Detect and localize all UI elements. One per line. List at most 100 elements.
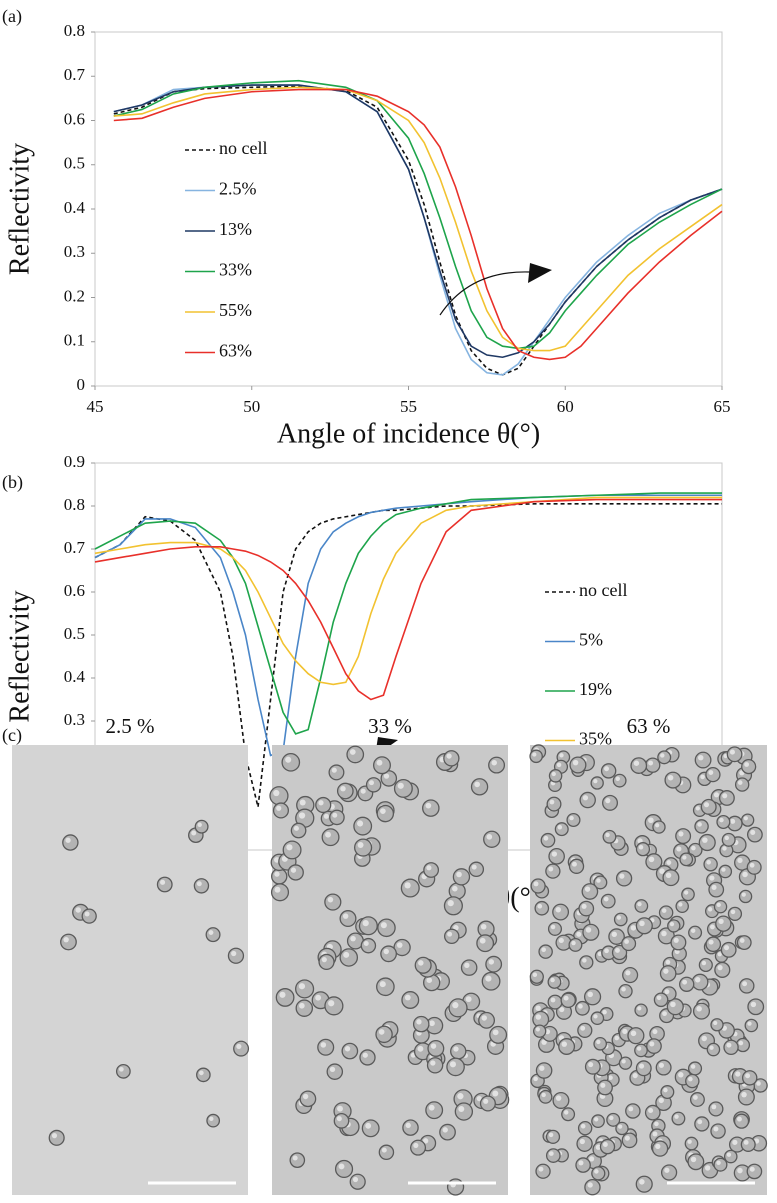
cell [375,1025,393,1044]
cell-highlight [555,906,561,913]
cell-highlight [426,977,433,984]
cell-highlight [706,859,711,865]
cell [460,959,478,976]
cell-highlight [602,1142,608,1147]
cell-highlight [488,959,495,965]
cell [737,1088,755,1106]
cell-highlight [428,1104,435,1111]
cell-highlight [690,1156,697,1163]
cell-highlight [673,937,679,943]
cell [555,934,572,951]
cell [426,1057,444,1074]
cell [558,1038,576,1055]
cell-highlight [655,1143,661,1149]
cell-highlight [452,885,458,892]
cell-highlight [667,774,674,781]
cell [545,863,561,879]
cell [612,773,627,788]
cell-highlight [616,915,622,920]
cell [378,1144,395,1161]
cell-highlight [352,1176,359,1183]
cell-highlight [197,822,202,827]
cell [734,777,750,792]
cell [412,1015,430,1033]
cell-highlight [602,1009,607,1015]
cell [738,889,753,904]
cell-highlight [749,862,755,868]
cell [741,758,757,775]
cell [275,988,295,1007]
cell [290,822,307,839]
cell-highlight [661,930,667,937]
cell-highlight [533,1076,538,1082]
panel-label: (c) [2,725,22,746]
cell-highlight [569,815,574,821]
cell-highlight [160,879,166,885]
cell-highlight [325,831,331,838]
cell [545,1129,561,1144]
cell-highlight [480,923,487,930]
cell-highlight [273,789,280,797]
cell [575,1000,590,1016]
cell-highlight [342,913,349,919]
cell-highlight [321,957,327,963]
cell-highlight [722,793,728,799]
cell-highlight [318,800,324,806]
cell-highlight [664,1167,670,1173]
cell-highlight [713,1126,719,1132]
cell-highlight [703,802,710,808]
cell [548,769,563,783]
cell [741,1070,758,1086]
cell [529,749,543,764]
cell-highlight [549,799,555,805]
cell [233,1040,250,1057]
cell [324,996,344,1016]
cell-highlight [593,779,598,784]
cell [410,1139,427,1156]
cell [380,945,397,963]
cell [635,1175,653,1193]
cell-highlight [709,1045,714,1050]
cell-highlight [563,1110,569,1115]
cell-highlight [747,1021,752,1026]
cell [746,826,763,843]
cell-highlight [723,945,730,951]
cell [479,1095,496,1112]
cell [600,893,616,909]
cell [400,878,420,898]
cell-highlight [614,1035,620,1041]
cell [746,1163,763,1180]
cell [547,994,563,1010]
cell [710,1123,726,1139]
cell [333,1113,350,1129]
cell-highlight [630,925,637,931]
cell [675,899,689,914]
cell [714,961,731,978]
cell [590,1011,605,1026]
cell [566,812,581,828]
cell-highlight [724,835,730,841]
cell [675,828,692,845]
cell-highlight [669,921,675,927]
cell-highlight [331,767,337,773]
cell-highlight [729,749,735,755]
cell-highlight [362,1052,368,1058]
cell [376,804,395,823]
cell [287,864,304,881]
cell-highlight [556,762,562,768]
cell-highlight [483,1098,489,1104]
cell-highlight [639,920,645,927]
cell-highlight [344,1046,351,1052]
cell-highlight [691,845,696,851]
legend-label: 33% [219,260,252,280]
cell [339,948,359,967]
cell [321,828,340,847]
cell-highlight [738,1040,744,1046]
cell-highlight [585,927,592,933]
cell-highlight [559,753,564,758]
cell-highlight [383,773,390,779]
cell-highlight [661,908,667,913]
cell-highlight [285,756,292,763]
cell [552,1092,570,1109]
